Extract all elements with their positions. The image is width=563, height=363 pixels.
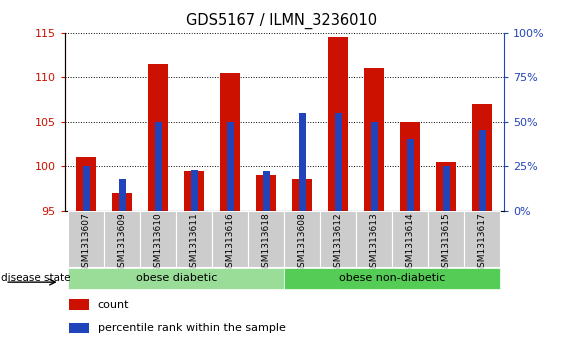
Text: GSM1313614: GSM1313614 [406, 212, 415, 273]
Bar [400, 122, 420, 211]
Bar [221, 73, 240, 211]
Text: GSM1313607: GSM1313607 [82, 212, 91, 273]
Bar [212, 211, 248, 267]
Bar [472, 104, 492, 211]
Bar [113, 193, 132, 211]
Bar [248, 211, 284, 267]
Bar [335, 113, 342, 211]
Bar [479, 131, 485, 211]
Bar [176, 211, 212, 267]
Bar [436, 162, 456, 211]
Text: obese diabetic: obese diabetic [136, 273, 217, 283]
Bar [119, 179, 126, 211]
Bar [292, 179, 312, 211]
Bar [464, 211, 501, 267]
Text: GSM1313611: GSM1313611 [190, 212, 199, 273]
Text: GSM1313610: GSM1313610 [154, 212, 163, 273]
Bar [392, 211, 428, 267]
Bar [263, 171, 270, 211]
Bar [407, 139, 414, 211]
Bar [356, 211, 392, 267]
Bar [364, 68, 384, 211]
Bar [68, 211, 104, 267]
Bar [69, 323, 89, 333]
Text: percentile rank within the sample: percentile rank within the sample [98, 323, 285, 333]
Bar [299, 113, 306, 211]
Text: GSM1313618: GSM1313618 [262, 212, 271, 273]
Text: GSM1313616: GSM1313616 [226, 212, 235, 273]
Bar [155, 122, 162, 211]
Text: GSM1313609: GSM1313609 [118, 212, 127, 273]
Bar [227, 122, 234, 211]
Bar [328, 37, 348, 211]
Text: GSM1313615: GSM1313615 [442, 212, 451, 273]
Text: GDS5167 / ILMN_3236010: GDS5167 / ILMN_3236010 [186, 13, 377, 29]
Text: GSM1313608: GSM1313608 [298, 212, 307, 273]
Bar [185, 171, 204, 211]
Bar [191, 170, 198, 211]
Bar [284, 268, 501, 289]
Text: disease state: disease state [1, 273, 71, 283]
Bar [284, 211, 320, 267]
Bar [149, 64, 168, 211]
Text: obese non-diabetic: obese non-diabetic [339, 273, 445, 283]
Text: GSM1313613: GSM1313613 [370, 212, 379, 273]
Bar [83, 166, 90, 211]
Bar [443, 166, 449, 211]
Bar [77, 157, 96, 211]
Text: GSM1313617: GSM1313617 [478, 212, 487, 273]
Bar [104, 211, 140, 267]
Bar [371, 122, 378, 211]
Bar [140, 211, 176, 267]
Bar [256, 175, 276, 211]
Bar [68, 268, 284, 289]
Bar [428, 211, 464, 267]
Text: GSM1313612: GSM1313612 [334, 212, 343, 273]
Bar [69, 299, 89, 310]
Text: count: count [98, 299, 129, 310]
Bar [320, 211, 356, 267]
